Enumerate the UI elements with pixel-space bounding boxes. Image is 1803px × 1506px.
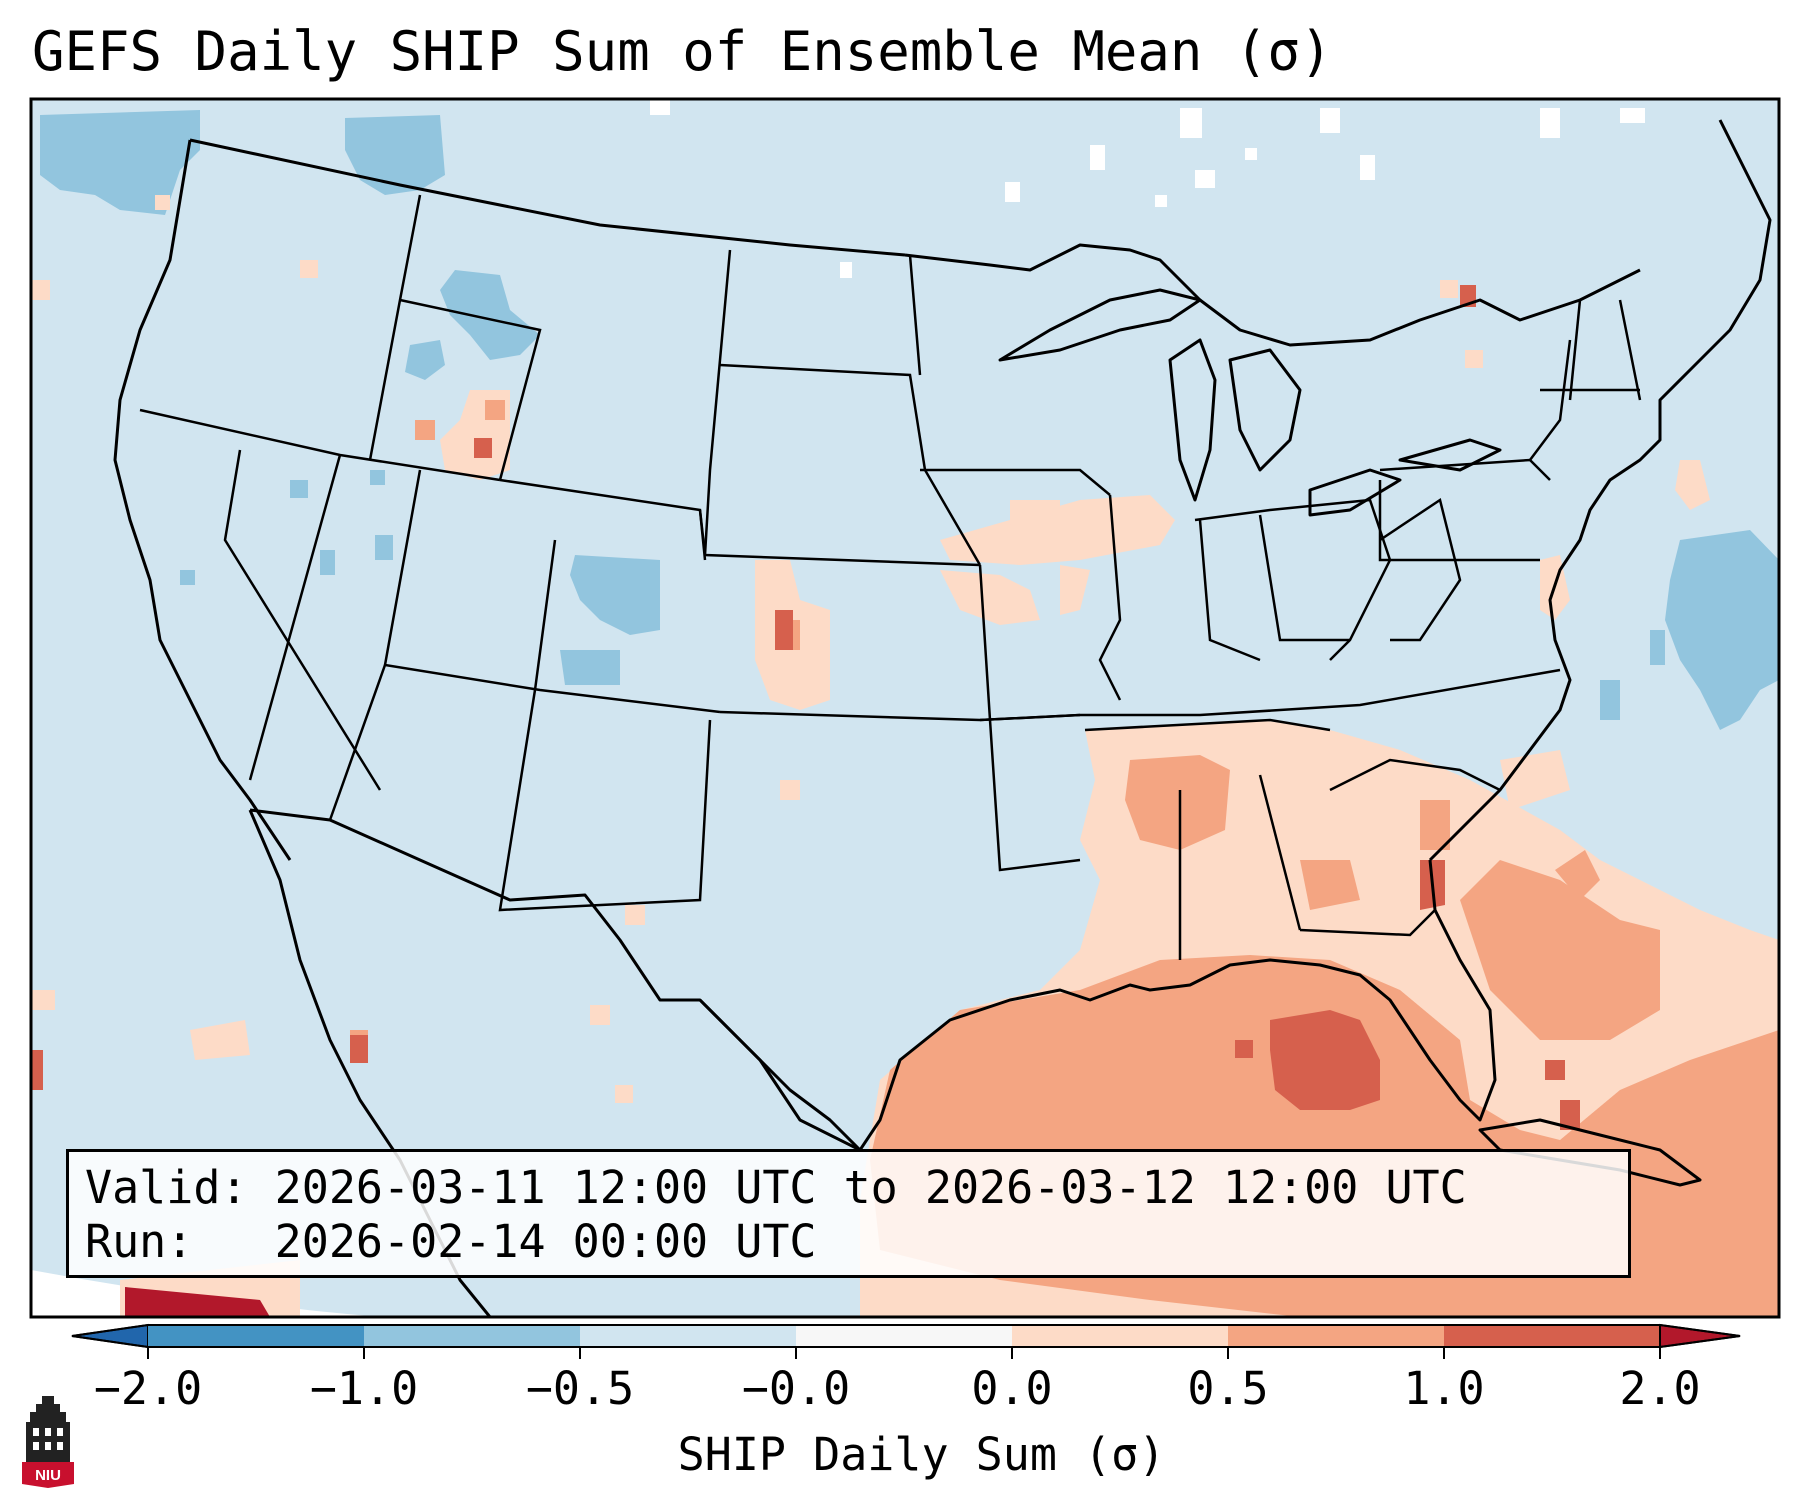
colorbar-tick-label: −2.0 <box>93 1362 203 1415</box>
figure-title: GEFS Daily SHIP Sum of Ensemble Mean (σ) <box>32 20 1333 83</box>
anomaly-strong-positive-patches <box>31 285 1580 1130</box>
colorbar-tick-label: −1.0 <box>309 1362 419 1415</box>
colorbar-tick-label: −0.5 <box>525 1362 635 1415</box>
logo-text: NIU <box>35 1467 61 1484</box>
valid-run-infobox: Valid: 2026-03-11 12:00 UTC to 2026-03-1… <box>66 1149 1631 1278</box>
valid-value: 2026-03-11 12:00 UTC to 2026-03-12 12:00… <box>274 1161 1467 1214</box>
colorbar-segment <box>1444 1325 1660 1347</box>
colorbar-label: SHIP Daily Sum (σ) <box>677 1428 1166 1481</box>
colorbar-segment <box>364 1325 580 1347</box>
us-canada-border <box>189 138 906 257</box>
state-borders <box>139 194 1642 960</box>
valid-label: Valid: <box>85 1161 248 1214</box>
near-zero-specks <box>650 100 1645 278</box>
colorbar-tick-label: 1.0 <box>1403 1362 1485 1415</box>
colorbar-segment <box>148 1325 364 1347</box>
colorbar-tick-label: −0.0 <box>741 1362 851 1415</box>
anomaly-negative-patches <box>40 110 1779 730</box>
run-label: Run: <box>85 1215 194 1268</box>
colorbar-segment <box>580 1325 796 1347</box>
map-border <box>29 97 1781 1319</box>
colorbar-tick-label: 0.0 <box>971 1362 1053 1415</box>
run-value: 2026-02-14 00:00 UTC <box>274 1215 817 1268</box>
projection-edge-bottom-left <box>31 1270 381 1317</box>
colorbar-segment <box>1228 1325 1444 1347</box>
coastlines-and-borders <box>113 119 1772 1317</box>
niu-tower-icon: NIU <box>22 1396 74 1488</box>
map-panel <box>31 99 1779 1317</box>
colorbar-segment <box>1012 1325 1228 1347</box>
colorbar-tick-label: 2.0 <box>1619 1362 1701 1415</box>
colorbar-extend-high <box>1659 1323 1741 1349</box>
colorbar <box>71 1323 1741 1359</box>
colorbar-tick-label: 0.5 <box>1187 1362 1269 1415</box>
colorbar-extend-low <box>71 1323 149 1349</box>
anomaly-extreme-positive-patch <box>125 1287 270 1317</box>
colorbar-segment <box>796 1325 1012 1347</box>
